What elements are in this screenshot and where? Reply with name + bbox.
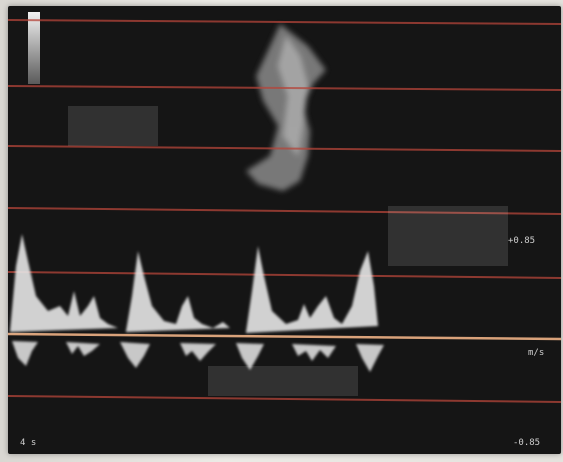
velocity-scale-unit: m/s [528, 348, 545, 358]
velocity-scale-upper: +0.85 [508, 236, 536, 246]
grayscale-bar [28, 12, 40, 84]
doppler-baseline [8, 332, 561, 341]
ultrasound-canvas [8, 12, 561, 403]
doppler-spectrum-negative [12, 341, 384, 372]
velocity-scale-lower: -0.85 [513, 438, 541, 448]
time-scale-label: 4 s [20, 438, 37, 448]
background-speckle [68, 106, 508, 396]
doppler-spectrum-positive [10, 234, 378, 333]
image-sector [246, 24, 326, 191]
gridlines [8, 19, 561, 403]
ultrasound-screen: +0.85 m/s -0.85 4 s [8, 6, 561, 454]
